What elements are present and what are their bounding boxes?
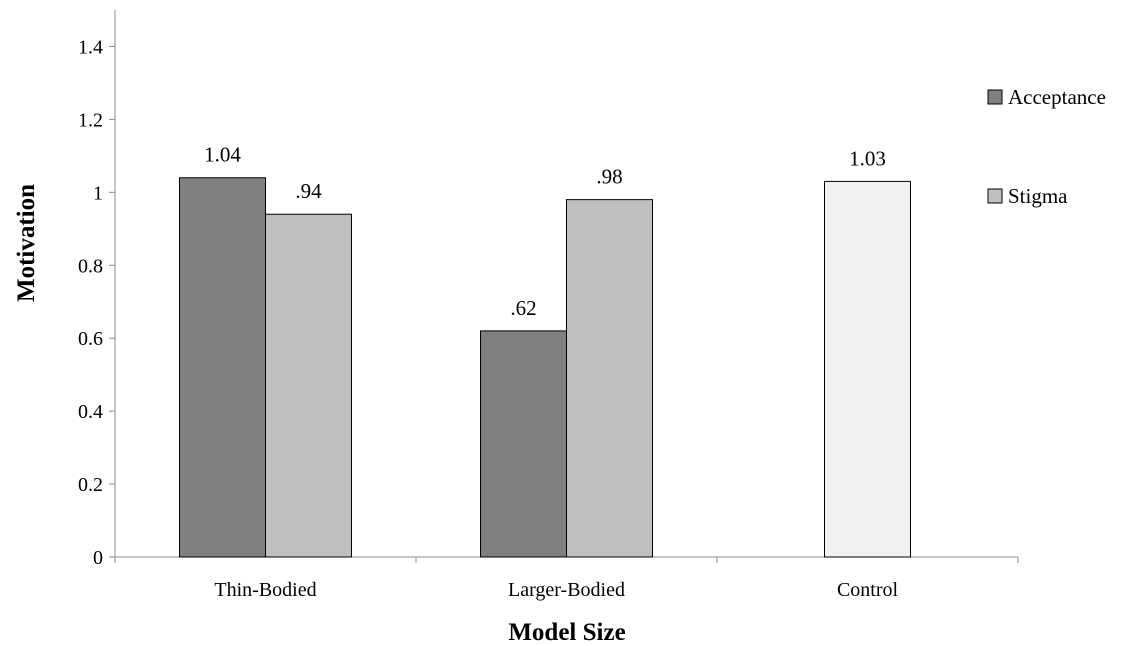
data-label: .94 [295, 179, 322, 203]
legend: Acceptance Stigma [987, 85, 1106, 208]
legend-swatch-acceptance [987, 89, 1003, 105]
bar-acceptance-thin-bodied [179, 177, 266, 558]
y-axis: 0 0.2 0.4 0.6 0.8 1 1.2 1.4 [78, 10, 116, 569]
x-tick-label: Control [837, 579, 899, 601]
y-tick-label: 1.2 [78, 109, 103, 131]
legend-swatch-stigma [987, 188, 1003, 204]
x-axis: Thin-Bodied Larger-Bodied Control [114, 556, 1019, 601]
y-tick-label: 0.8 [78, 255, 103, 277]
x-tick-label: Larger-Bodied [508, 579, 625, 601]
data-label: .98 [596, 165, 622, 189]
y-tick-label: 0.4 [78, 401, 103, 423]
bar-stigma-thin-bodied [265, 213, 352, 558]
y-tick-label: 1.4 [78, 36, 103, 58]
data-label: 1.04 [204, 143, 241, 167]
data-label: 1.03 [849, 146, 886, 170]
data-label: .62 [510, 296, 536, 320]
legend-label-stigma: Stigma [1008, 184, 1068, 208]
bar-acceptance-larger-bodied [480, 330, 567, 558]
bar-stigma-larger-bodied [566, 199, 653, 558]
y-tick-label: 0 [93, 547, 103, 569]
legend-label-acceptance: Acceptance [1008, 85, 1106, 109]
bars: 1.04 .94 .62 .98 1.03 [179, 143, 911, 558]
y-tick-label: 1 [93, 182, 103, 204]
y-tick-label: 0.2 [78, 474, 103, 496]
y-tick-label: 0.6 [78, 328, 103, 350]
bar-control-control [824, 180, 911, 558]
y-axis-title: Motivation [13, 184, 40, 302]
x-axis-title: Model Size [508, 619, 625, 646]
x-tick-label: Thin-Bodied [214, 579, 316, 601]
